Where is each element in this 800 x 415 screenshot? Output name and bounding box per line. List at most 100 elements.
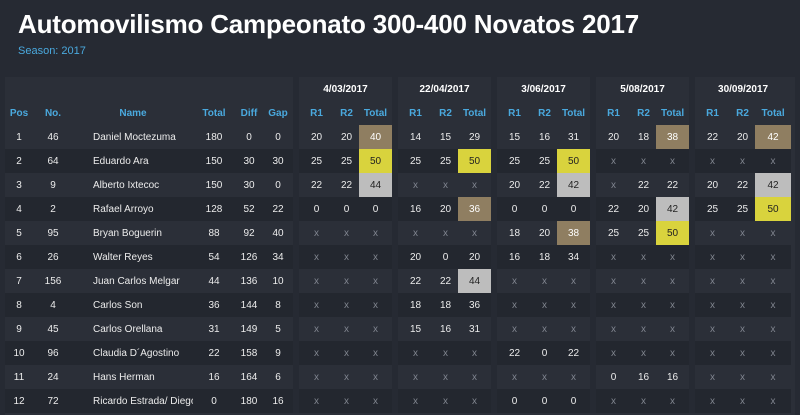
col-header-total[interactable]: Total — [202, 107, 226, 119]
cell-race2-total: 36 — [458, 293, 495, 317]
cell-race4-r2: 22 — [631, 173, 657, 197]
cell-race5-r1: x — [689, 389, 731, 413]
col-header-gap[interactable]: Gap — [268, 107, 288, 119]
cell-race2-total: 36 — [458, 197, 495, 221]
cell-race1-r1: x — [293, 341, 334, 365]
cell-race1-total: x — [359, 365, 396, 389]
cell-total: 150 — [193, 149, 235, 173]
cell-race4-total: x — [656, 269, 693, 293]
col-header-race2-total[interactable]: Total — [462, 107, 487, 119]
cell-race4-r1: 22 — [590, 197, 632, 221]
cell-race3-r2: x — [532, 269, 558, 293]
col-header-race2-r1[interactable]: R1 — [392, 101, 434, 125]
table-row[interactable]: 1 46 Daniel Moctezuma 180 0 0 20 20 40 14 15 29 15 16… — [5, 125, 792, 149]
col-header-race4-r1[interactable]: R1 — [590, 101, 632, 125]
table-row[interactable]: 6 26 Walter Reyes 54 126 34 x x x 20 0 20 16 18 34 x x x x… — [5, 245, 792, 269]
cell-diff: 30 — [235, 173, 263, 197]
cell-gap: 40 — [263, 221, 296, 245]
table-row[interactable]: 8 4 Carlos Son 36 144 8 x x x 18 18 36 x x x x x x x x x — [5, 293, 792, 317]
cell-race4-r2: x — [631, 293, 657, 317]
col-header-race3-total[interactable]: Total — [561, 107, 586, 119]
col-header-race4-r2[interactable]: R2 — [637, 107, 650, 119]
cell-race5-r1: x — [689, 269, 731, 293]
col-header-race5-r2[interactable]: R2 — [736, 107, 749, 119]
cell-race3-total: x — [557, 317, 594, 341]
col-header-race1-total[interactable]: Total — [363, 107, 388, 119]
col-header-race4-total[interactable]: Total — [660, 107, 685, 119]
table-row[interactable]: 4 2 Rafael Arroyo 128 52 22 0 0 0 16 20 36 0 0 0 22 20 42… — [5, 197, 792, 221]
cell-race2-r2: 18 — [433, 293, 459, 317]
cell-race4-r1: x — [590, 245, 632, 269]
col-header-number[interactable]: No. — [44, 107, 62, 119]
cell-race2-total: x — [458, 173, 495, 197]
cell-race1-r2: 22 — [334, 173, 359, 197]
cell-race3-r2: x — [532, 293, 558, 317]
cell-race1-total: 50 — [359, 149, 396, 173]
cell-race4-r1: 0 — [590, 365, 632, 389]
col-header-race2-r2[interactable]: R2 — [439, 107, 452, 119]
table-row[interactable]: 11 24 Hans Herman 16 164 6 x x x x x x x x x 0 16 16 x x x — [5, 365, 792, 389]
cell-race1-total: 40 — [359, 125, 396, 149]
cell-total: 54 — [193, 245, 235, 269]
cell-race3-r1: 15 — [491, 125, 533, 149]
cell-gap: 6 — [263, 365, 296, 389]
table-row[interactable]: 5 95 Bryan Boguerin 88 92 40 x x x x x x 18 20 38 25 25 5… — [5, 221, 792, 245]
cell-race1-r2: 25 — [334, 149, 359, 173]
cell-race5-r2: x — [730, 221, 756, 245]
cell-race2-total: x — [458, 221, 495, 245]
cell-gap: 22 — [263, 197, 296, 221]
col-header-pos[interactable]: Pos — [9, 107, 29, 119]
cell-total: 150 — [193, 173, 235, 197]
cell-race5-total: x — [755, 365, 792, 389]
race-date-2: 22/04/2017 — [392, 77, 495, 101]
col-header-race3-r2[interactable]: R2 — [538, 107, 551, 119]
standings-body: 1 46 Daniel Moctezuma 180 0 0 20 20 40 14 15 29 15 16… — [5, 125, 792, 413]
cell-gap: 16 — [263, 389, 296, 413]
cell-race5-r2: x — [730, 365, 756, 389]
cell-race5-r1: x — [689, 221, 731, 245]
cell-name: Eduardo Ara — [73, 149, 193, 173]
cell-race2-r2: x — [433, 365, 459, 389]
cell-race5-total: x — [755, 269, 792, 293]
col-header-race1-r2[interactable]: R2 — [340, 107, 353, 119]
cell-race5-total: x — [755, 317, 792, 341]
cell-race1-r1: x — [293, 245, 334, 269]
table-row[interactable]: 7 156 Juan Carlos Melgar 44 136 10 x x x 22 22 44 x x… — [5, 269, 792, 293]
standings-table: 4/03/2017 22/04/2017 3/06/2017 5/08/2017… — [5, 77, 792, 413]
cell-name: Alberto Ixtecoc — [73, 173, 193, 197]
table-row[interactable]: 10 96 Claudia D´Agostino 22 158 9 x x x x x x 22 0 22 x… — [5, 341, 792, 365]
table-row[interactable]: 9 45 Carlos Orellana 31 149 5 x x x 15 16 31 x x x x x x x… — [5, 317, 792, 341]
table-row[interactable]: 3 9 Alberto Ixtecoc 150 30 0 22 22 44 x x x 20 22 42 x 2… — [5, 173, 792, 197]
col-header-name[interactable]: Name — [119, 107, 147, 119]
cell-pos: 9 — [5, 317, 33, 341]
cell-total: 44 — [193, 269, 235, 293]
cell-race4-r2: 20 — [631, 197, 657, 221]
cell-race4-total: 42 — [656, 197, 693, 221]
cell-race5-r2: x — [730, 149, 756, 173]
cell-race4-r1: x — [590, 173, 632, 197]
cell-race1-total: x — [359, 245, 396, 269]
cell-pos: 10 — [5, 341, 33, 365]
col-header-race5-total[interactable]: Total — [761, 107, 785, 119]
table-row[interactable]: 2 64 Eduardo Ara 150 30 30 25 25 50 25 25 50 25 25 50 x… — [5, 149, 792, 173]
col-header-race5-r1[interactable]: R1 — [689, 101, 731, 125]
col-header-diff[interactable]: Diff — [240, 107, 258, 119]
cell-number: 2 — [33, 197, 73, 221]
col-header-race3-r1[interactable]: R1 — [491, 101, 533, 125]
race-date-1: 4/03/2017 — [292, 77, 396, 101]
cell-race2-r1: 14 — [392, 125, 434, 149]
cell-gap: 0 — [263, 125, 296, 149]
cell-race2-r1: 15 — [392, 317, 434, 341]
cell-name: Carlos Orellana — [73, 317, 193, 341]
cell-race4-total: 22 — [656, 173, 693, 197]
cell-race3-r1: 16 — [491, 245, 533, 269]
cell-race1-total: x — [359, 221, 396, 245]
cell-race2-r1: 20 — [392, 245, 434, 269]
cell-race3-r1: 0 — [491, 197, 533, 221]
cell-diff: 0 — [235, 125, 263, 149]
cell-race3-r1: 20 — [491, 173, 533, 197]
cell-pos: 11 — [5, 365, 33, 389]
col-header-race1-r1[interactable]: R1 — [293, 101, 334, 125]
cell-race5-total: 50 — [755, 197, 792, 221]
